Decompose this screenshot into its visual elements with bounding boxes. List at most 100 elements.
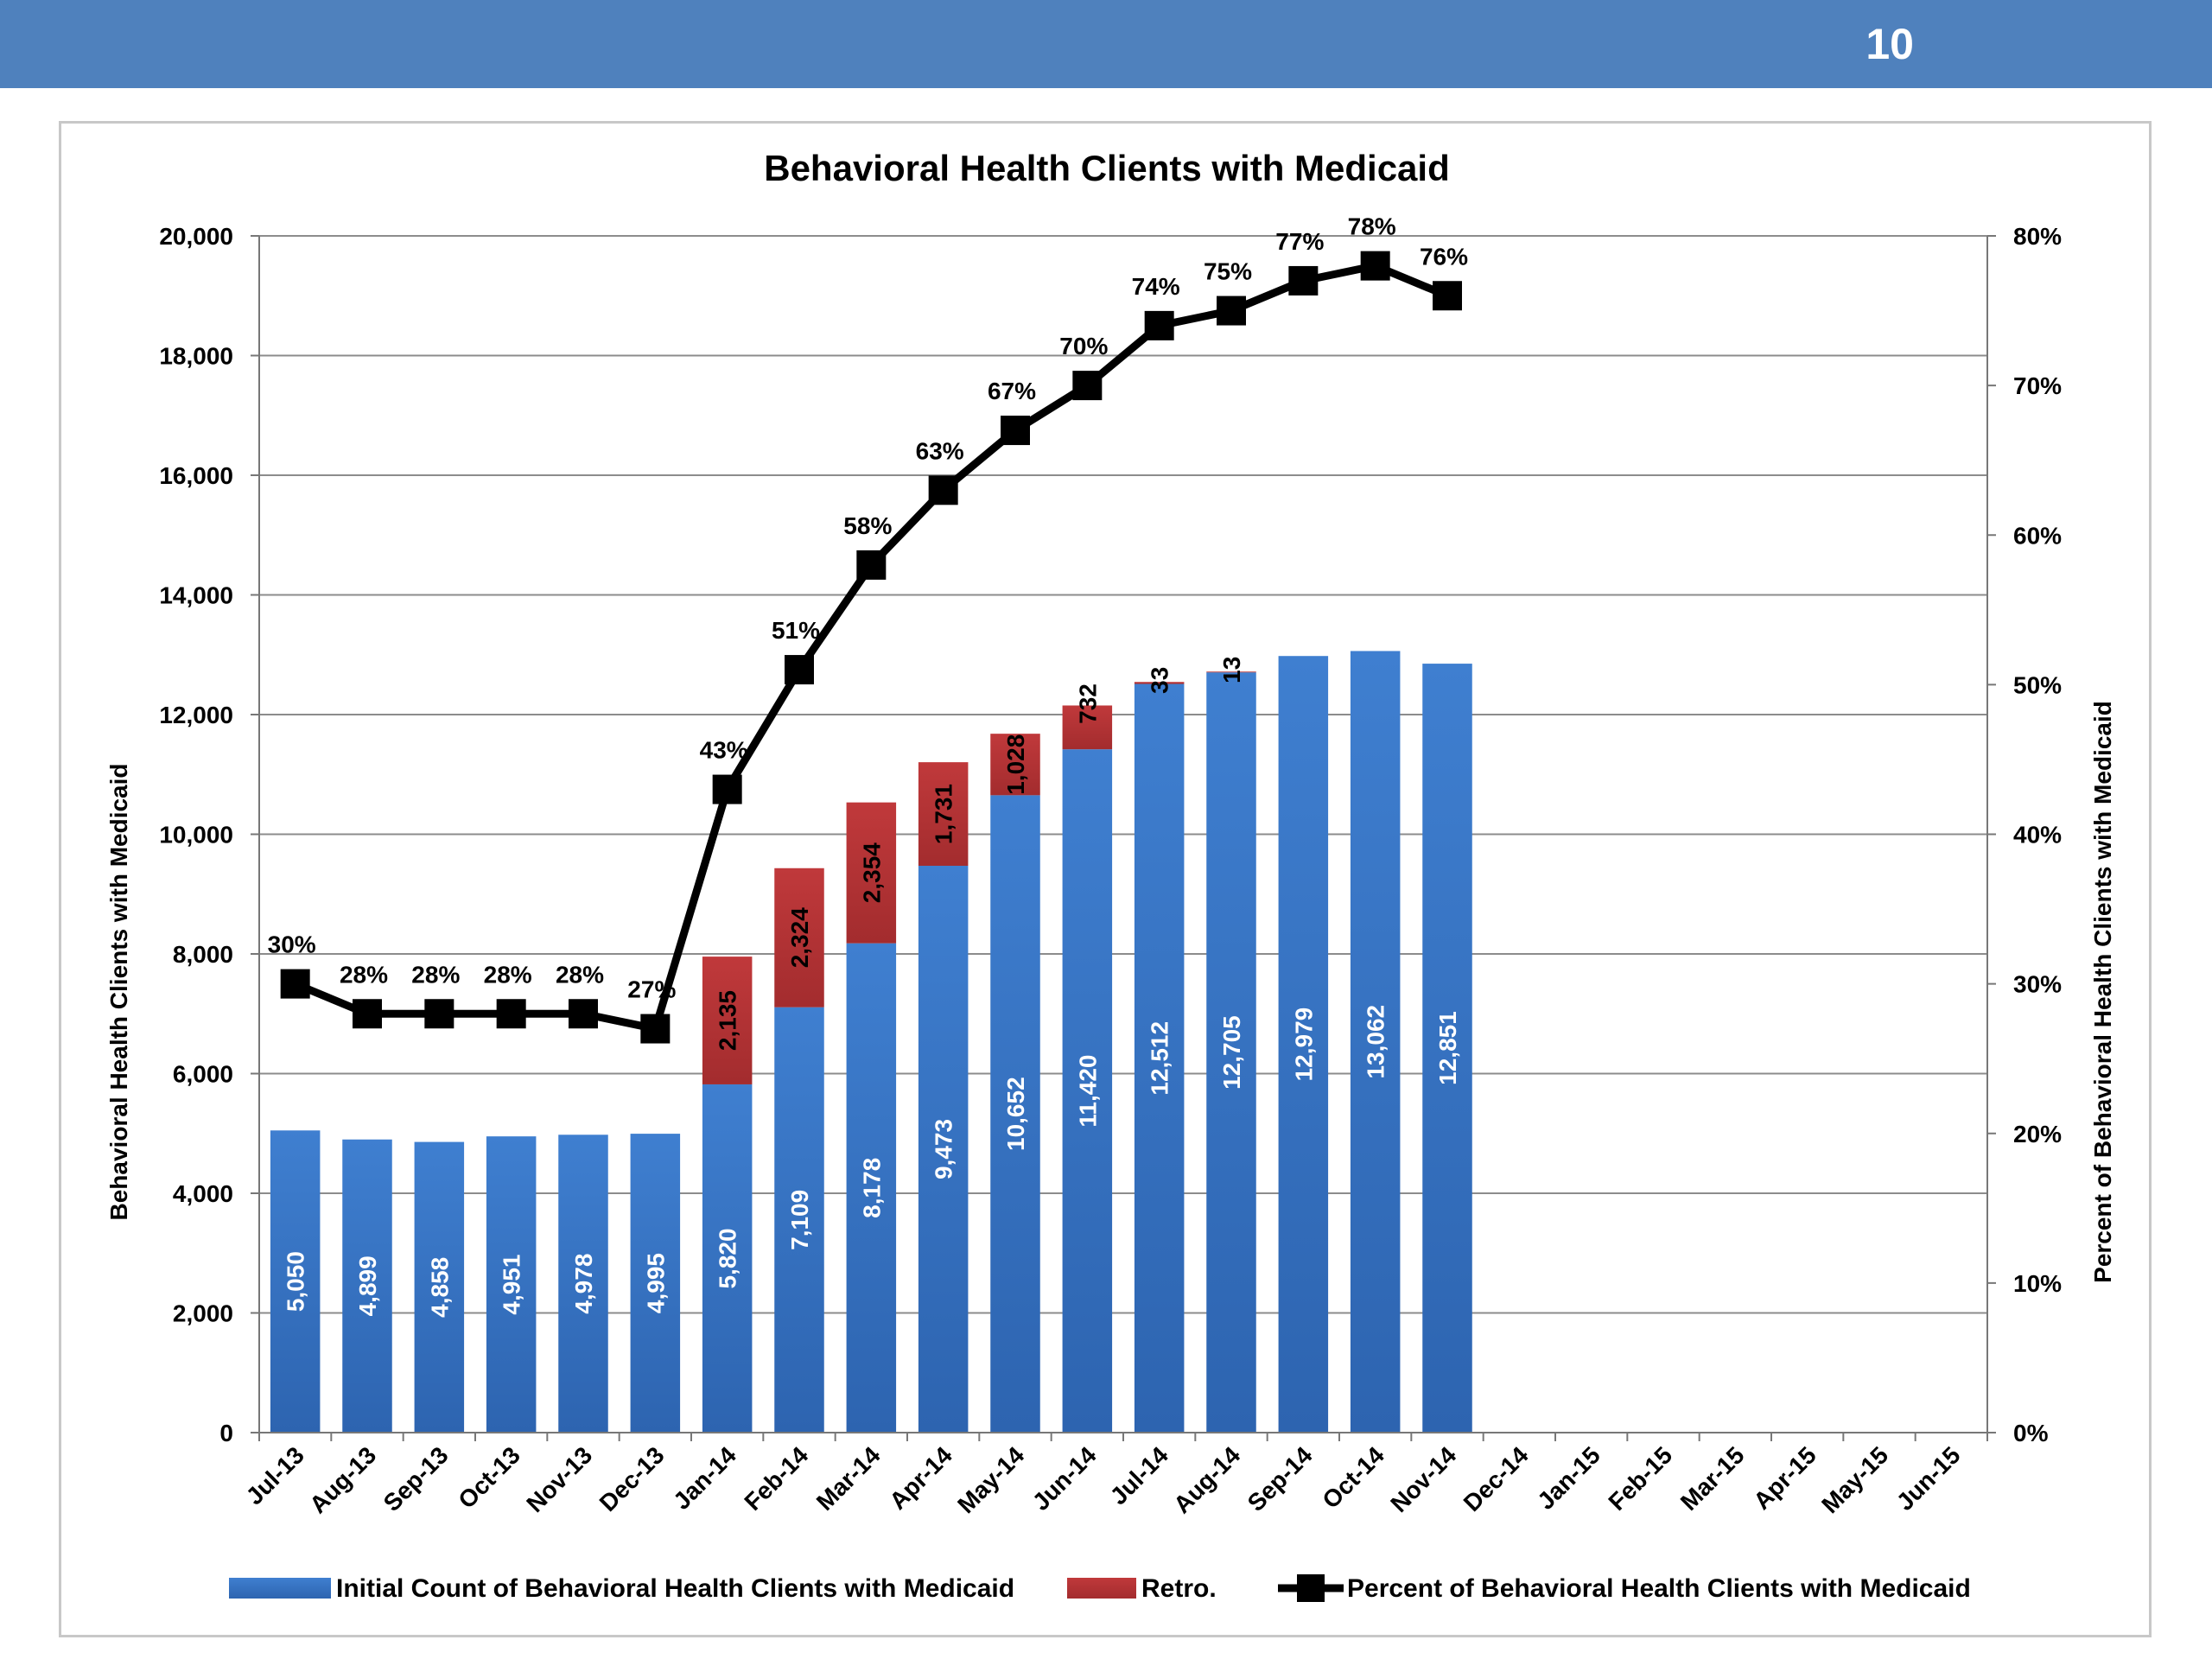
percent-label: 75% bbox=[1204, 258, 1252, 285]
x-tick-label: Apr-15 bbox=[1748, 1441, 1821, 1515]
y-tick-label: 6,000 bbox=[173, 1061, 233, 1088]
bar-initial-count-label: 4,899 bbox=[354, 1255, 381, 1316]
percent-marker bbox=[280, 969, 310, 999]
chart-frame: Behavioral Health Clients with Medicaid … bbox=[59, 121, 2152, 1637]
x-tick-label: Jul-14 bbox=[1105, 1441, 1173, 1510]
x-tick-label: Dec-13 bbox=[594, 1441, 670, 1516]
percent-marker bbox=[928, 475, 958, 505]
bar-retro-label: 2,324 bbox=[786, 907, 813, 968]
bar-retro bbox=[1206, 671, 1256, 673]
bar-initial-count bbox=[1278, 656, 1329, 1433]
bar-retro-label: 2,135 bbox=[715, 990, 741, 1051]
bar-initial-count-label: 4,858 bbox=[426, 1257, 453, 1318]
y-tick-label: 18,000 bbox=[159, 343, 233, 370]
y2-axis-title: Percent of Behavioral Health Clients wit… bbox=[2089, 701, 2116, 1283]
bar-retro-label: 13 bbox=[1218, 657, 1245, 683]
x-tick-label: May-15 bbox=[1816, 1441, 1893, 1518]
bar-retro bbox=[1134, 682, 1185, 684]
y-tick-label: 2,000 bbox=[173, 1300, 233, 1327]
bar-initial-count bbox=[558, 1135, 608, 1433]
bar-initial-count bbox=[630, 1134, 681, 1433]
page-number: 10 bbox=[1866, 20, 1914, 68]
x-tick-label: Jun-15 bbox=[1891, 1441, 1966, 1516]
legend-swatch-initial-count bbox=[229, 1578, 331, 1599]
percent-marker bbox=[1144, 310, 1174, 340]
bar-initial-count-label: 4,951 bbox=[499, 1255, 525, 1315]
x-tick-label: Jun-14 bbox=[1027, 1441, 1102, 1516]
bar-initial-count bbox=[342, 1139, 392, 1433]
percent-marker bbox=[424, 999, 454, 1029]
y2-tick-label: 10% bbox=[2013, 1270, 2062, 1297]
percent-marker bbox=[712, 774, 742, 804]
y2-tick-label: 50% bbox=[2013, 671, 2062, 698]
bar-initial-count-label: 12,979 bbox=[1290, 1007, 1317, 1082]
x-tick-label: Nov-14 bbox=[1385, 1441, 1461, 1517]
bar-initial-count bbox=[774, 1007, 824, 1433]
percent-label: 43% bbox=[700, 737, 748, 764]
bar-retro-label: 732 bbox=[1074, 683, 1101, 724]
y2-tick-label: 30% bbox=[2013, 971, 2062, 998]
percent-label: 27% bbox=[627, 976, 676, 1003]
percent-label: 28% bbox=[411, 961, 460, 988]
y-axis-title: Behavioral Health Clients with Medicaid bbox=[105, 763, 132, 1220]
percent-marker bbox=[496, 999, 526, 1029]
percent-label: 28% bbox=[484, 961, 532, 988]
legend: Initial Count of Behavioral Health Clien… bbox=[229, 1574, 1971, 1603]
bar-initial-count-label: 10,652 bbox=[1002, 1077, 1029, 1151]
percent-label: 28% bbox=[556, 961, 604, 988]
x-tick-label: Nov-13 bbox=[521, 1441, 597, 1517]
bar-initial-count bbox=[414, 1141, 465, 1433]
x-tick-label: Aug-13 bbox=[304, 1441, 381, 1518]
legend-label-initial-count: Initial Count of Behavioral Health Clien… bbox=[336, 1574, 1014, 1603]
percent-marker bbox=[1288, 265, 1319, 296]
bar-initial-count-label: 12,512 bbox=[1147, 1021, 1173, 1096]
x-tick-label: Jul-13 bbox=[241, 1441, 309, 1510]
percent-marker bbox=[1001, 416, 1030, 446]
percent-marker bbox=[1072, 371, 1103, 401]
x-tick-label: Oct-14 bbox=[1317, 1441, 1389, 1514]
bar-retro-label: 1,731 bbox=[931, 784, 957, 844]
bar-initial-count-label: 12,705 bbox=[1218, 1015, 1245, 1090]
x-tick-label: Oct-13 bbox=[453, 1441, 525, 1514]
percent-label: 63% bbox=[916, 437, 964, 464]
percent-label: 76% bbox=[1420, 243, 1468, 270]
bar-initial-count bbox=[1206, 672, 1256, 1433]
percent-marker bbox=[640, 1014, 671, 1044]
y2-tick-label: 20% bbox=[2013, 1121, 2062, 1147]
percent-marker bbox=[1217, 296, 1246, 326]
bar-initial-count bbox=[990, 795, 1040, 1433]
bar-initial-count-label: 11,420 bbox=[1074, 1055, 1101, 1128]
percent-label: 70% bbox=[1059, 333, 1108, 359]
bar-initial-count-label: 4,978 bbox=[570, 1254, 597, 1314]
chart-svg: Behavioral Health Clients with Medicaid … bbox=[105, 148, 2116, 1603]
bar-initial-count-label: 4,995 bbox=[642, 1253, 669, 1313]
y-tick-label: 12,000 bbox=[159, 702, 233, 728]
y-tick-label: 10,000 bbox=[159, 822, 233, 849]
x-tick-label: Mar-15 bbox=[1675, 1441, 1750, 1516]
y-tick-label: 0 bbox=[219, 1420, 233, 1446]
bar-retro-label: 2,354 bbox=[858, 842, 885, 903]
bar-initial-count-label: 5,050 bbox=[283, 1251, 309, 1312]
bar-initial-count-label: 13,062 bbox=[1363, 1005, 1389, 1079]
x-tick-label: Mar-14 bbox=[811, 1441, 886, 1516]
percent-marker bbox=[856, 550, 887, 580]
x-tick-label: Jan-14 bbox=[668, 1441, 741, 1515]
percent-marker bbox=[785, 655, 814, 685]
bar-retro bbox=[846, 802, 897, 944]
bar-retro bbox=[1062, 705, 1113, 750]
bar-initial-count-label: 7,109 bbox=[786, 1190, 813, 1250]
slide-header-bar: 10 bbox=[0, 0, 2212, 88]
legend-label-percent: Percent of Behavioral Health Clients wit… bbox=[1347, 1574, 1971, 1603]
x-tick-label: May-14 bbox=[952, 1441, 1029, 1518]
bar-initial-count bbox=[486, 1136, 537, 1433]
bar-initial-count-label: 12,851 bbox=[1434, 1011, 1461, 1085]
x-tick-label: Aug-14 bbox=[1168, 1441, 1245, 1518]
bar-initial-count bbox=[1062, 749, 1113, 1433]
y2-tick-label: 0% bbox=[2013, 1420, 2049, 1446]
x-tick-label: Feb-15 bbox=[1604, 1441, 1678, 1516]
bar-initial-count bbox=[846, 943, 897, 1433]
legend-label-retro: Retro. bbox=[1141, 1574, 1217, 1603]
bar-initial-count bbox=[918, 865, 969, 1433]
percent-label: 51% bbox=[772, 617, 820, 644]
y-tick-label: 8,000 bbox=[173, 941, 233, 968]
